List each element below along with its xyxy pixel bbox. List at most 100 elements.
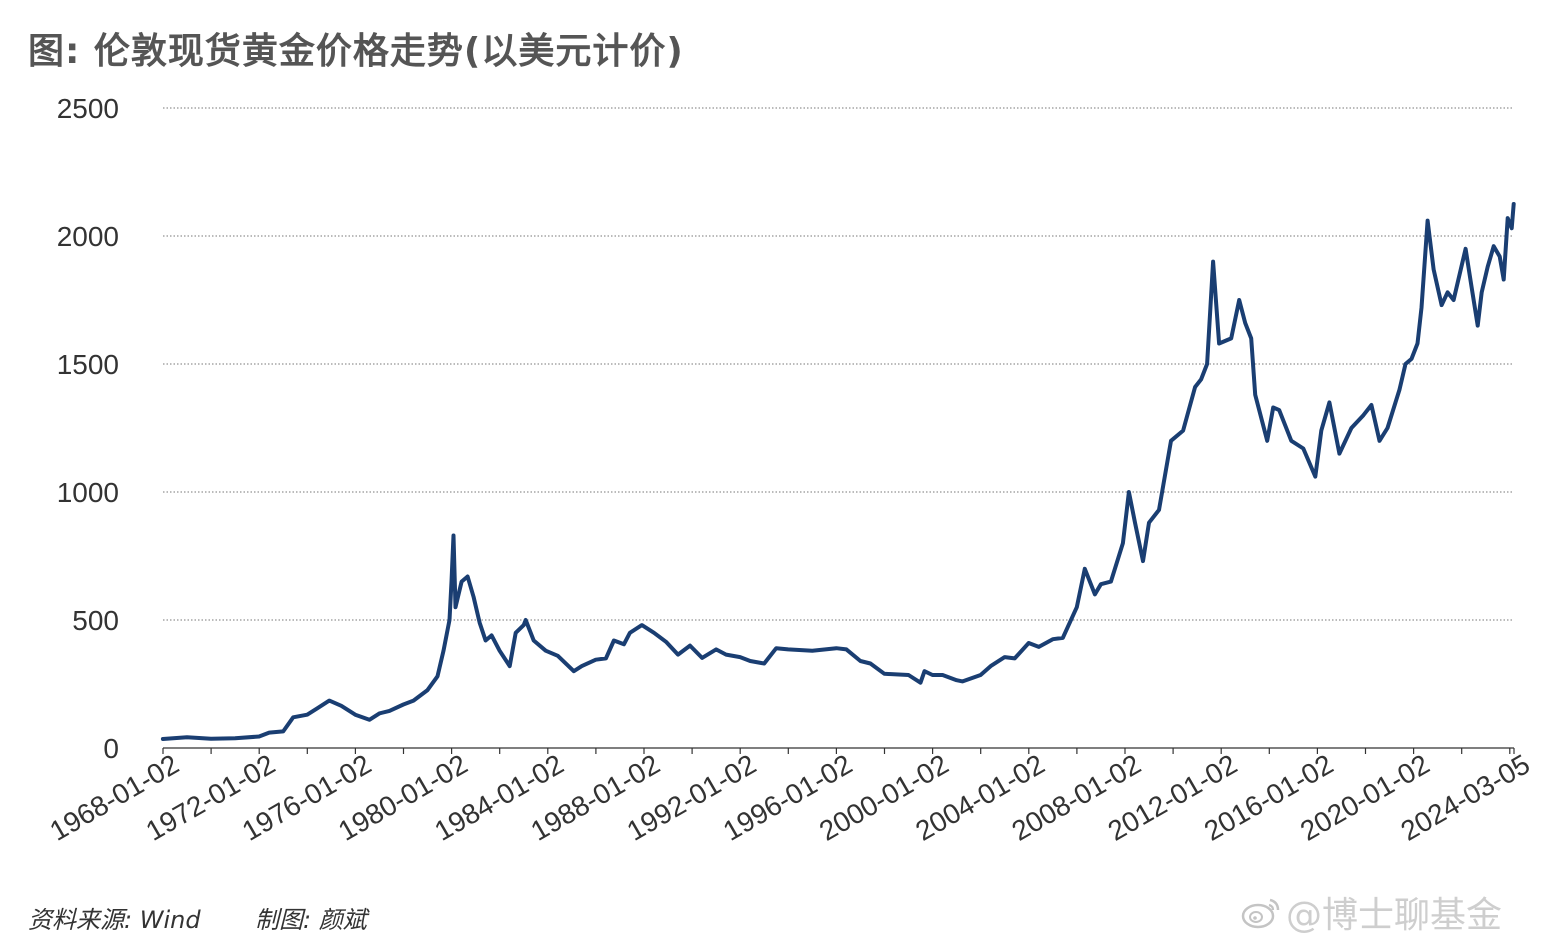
data-point [490, 633, 494, 638]
data-point [1486, 265, 1490, 269]
data-point [652, 631, 656, 635]
data-point [628, 631, 632, 635]
data-point [556, 654, 560, 658]
data-point [612, 638, 616, 643]
data-point [1253, 393, 1257, 397]
data-point [1217, 341, 1221, 346]
data-point [1337, 452, 1341, 456]
data-point [1271, 405, 1275, 410]
data-point [1349, 426, 1353, 430]
data-point [700, 656, 704, 660]
data-point [1369, 403, 1373, 407]
data-point [1440, 303, 1444, 307]
data-point [1121, 541, 1125, 545]
gridlines [163, 107, 1514, 621]
data-point [955, 678, 959, 682]
data-point [1109, 580, 1113, 584]
data-point [1099, 582, 1103, 586]
data-point [377, 711, 381, 716]
data-point [1013, 656, 1017, 661]
data-point [774, 646, 778, 650]
weibo-logo-icon [1241, 898, 1280, 929]
y-tick-label: 2000 [57, 221, 119, 252]
data-point [453, 605, 458, 609]
data-point [1361, 413, 1365, 417]
data-point [762, 661, 766, 666]
data-point [478, 621, 482, 625]
watermark: @博士聊基金 [1240, 886, 1502, 938]
data-point [425, 688, 430, 692]
data-point [233, 736, 237, 740]
watermark-text: @博士聊基金 [1286, 895, 1503, 936]
data-point [1157, 508, 1161, 512]
y-axis-tick-labels: 0 500 1000 1500 2000 2500 [57, 93, 119, 764]
data-point [834, 646, 838, 650]
y-tick-label: 0 [103, 733, 119, 764]
data-point [1147, 521, 1151, 525]
data-point [1419, 306, 1424, 310]
data-point [305, 713, 309, 717]
y-tick-label: 1000 [57, 477, 119, 508]
data-point [544, 649, 548, 653]
data-point [291, 715, 295, 719]
data-point [844, 647, 849, 652]
data-point [209, 737, 213, 741]
data-point [1385, 426, 1390, 430]
data-point [1403, 362, 1408, 366]
maker-note: 制图: 颜斌 [255, 906, 367, 934]
data-point [1061, 636, 1065, 640]
data-point [1237, 298, 1241, 302]
data-point [1037, 645, 1041, 649]
data-point [508, 664, 512, 668]
data-point [594, 658, 598, 662]
data-point [922, 669, 927, 673]
data-point [451, 533, 456, 538]
data-point [315, 706, 319, 710]
data-point [738, 655, 742, 659]
data-point [435, 674, 440, 678]
data-point [1199, 377, 1203, 381]
data-point [1415, 341, 1420, 346]
data-point [572, 669, 576, 673]
data-point [1446, 290, 1450, 294]
data-point [1476, 324, 1480, 328]
data-point [1432, 267, 1436, 271]
data-point [367, 718, 371, 722]
data-point [387, 709, 391, 713]
data-point [1397, 388, 1402, 392]
data-point [1249, 336, 1253, 340]
data-point [918, 681, 923, 685]
data-point [1127, 490, 1131, 494]
data-point [640, 623, 644, 627]
data-point [449, 580, 454, 584]
data-point [906, 673, 911, 677]
data-point [1051, 637, 1055, 641]
data-point [664, 640, 668, 644]
data-point [185, 735, 189, 739]
data-point [339, 704, 343, 708]
y-tick-label: 2500 [57, 93, 119, 124]
y-tick-label: 500 [72, 605, 119, 636]
data-point [810, 649, 814, 653]
data-point [1211, 260, 1215, 264]
y-tick-label: 1500 [57, 349, 119, 380]
data-point [532, 638, 536, 643]
data-point [1169, 439, 1173, 443]
data-point [1265, 439, 1269, 443]
data-point [524, 618, 528, 622]
data-point [1452, 298, 1456, 302]
data-point [1289, 439, 1293, 443]
data-point [1426, 219, 1430, 223]
data-point [1141, 559, 1145, 563]
data-point [868, 661, 873, 666]
data-point [1277, 408, 1281, 412]
data-point [1510, 226, 1514, 230]
data-point [472, 595, 476, 599]
data-point [580, 664, 584, 668]
data-point [1377, 439, 1382, 443]
data-point [267, 731, 271, 735]
data-point [1075, 605, 1079, 609]
data-point [498, 649, 502, 653]
data-point [161, 737, 165, 741]
data-point [961, 679, 965, 684]
